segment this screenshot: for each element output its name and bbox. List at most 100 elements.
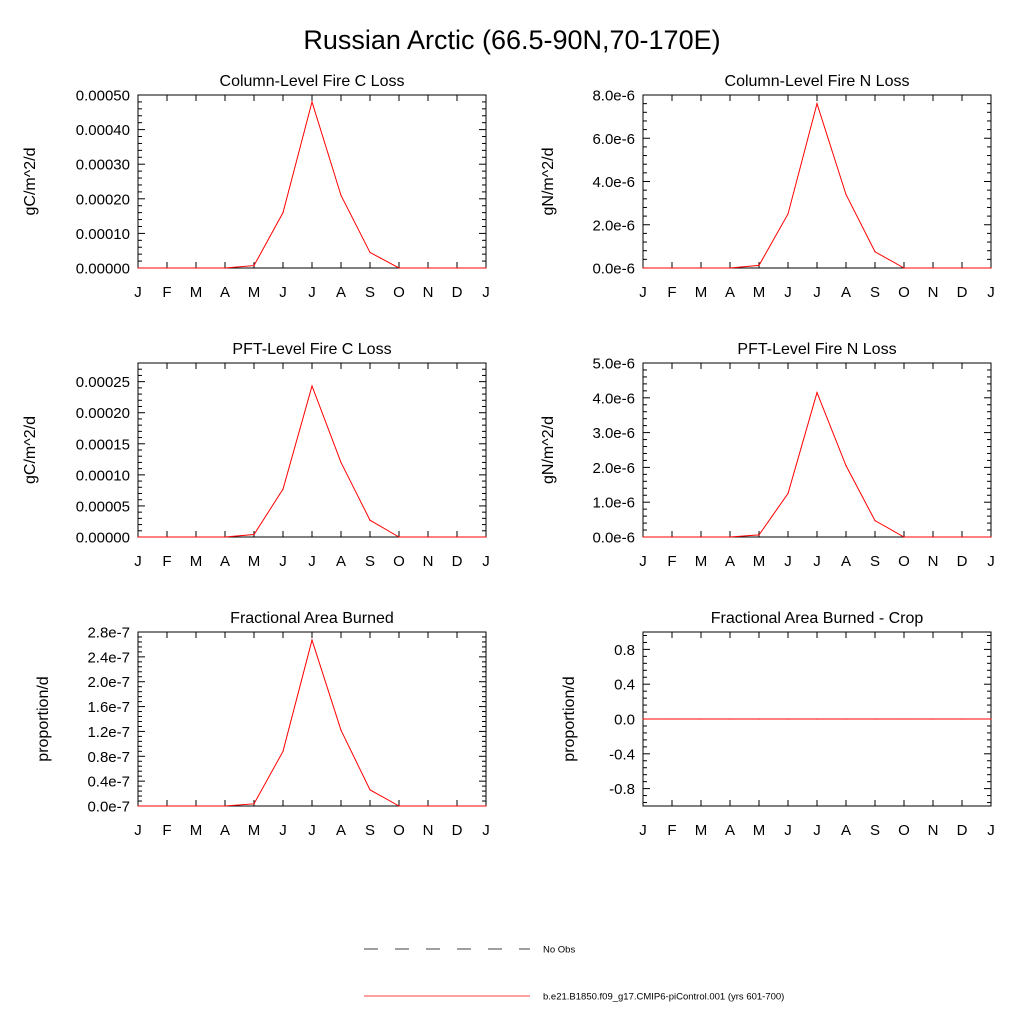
data-point [758, 534, 760, 536]
data-point [642, 718, 644, 720]
y-tick-label: -0.4 [609, 746, 635, 763]
x-tick-label: A [841, 284, 851, 301]
y-tick-label: 0.00010 [76, 226, 130, 243]
data-point [166, 536, 168, 538]
data-point [340, 194, 342, 196]
data-point [874, 718, 876, 720]
figure-title: Russian Arctic (66.5-90N,70-170E) [303, 25, 720, 55]
panel-title: PFT-Level Fire C Loss [232, 341, 391, 358]
data-point [642, 267, 644, 269]
x-tick-label: J [279, 553, 287, 570]
plot-frame [137, 94, 487, 269]
x-tick-label: J [987, 822, 995, 839]
x-tick-label: J [813, 284, 821, 301]
data-point [961, 536, 963, 538]
x-tick-label: M [190, 822, 203, 839]
data-point [427, 267, 429, 269]
y-tick-label: 2.0e-6 [592, 217, 635, 234]
y-axis-label: gC/m^2/d [22, 416, 39, 484]
plot-frame [137, 631, 487, 807]
x-tick-label: D [957, 822, 968, 839]
x-tick-label: A [220, 553, 230, 570]
data-point [253, 264, 255, 267]
panel-title: Fractional Area Burned [230, 610, 394, 627]
x-tick-label: M [695, 822, 708, 839]
x-tick-label: J [134, 822, 142, 839]
data-point [195, 267, 197, 269]
data-point [456, 536, 458, 538]
x-tick-label: M [753, 284, 766, 301]
y-tick-label: 0.0e-7 [87, 799, 130, 816]
y-tick-label: 8.0e-6 [592, 88, 635, 105]
data-point [224, 536, 226, 538]
x-tick-label: M [695, 553, 708, 570]
data-point [398, 267, 400, 269]
x-tick-label: D [957, 284, 968, 301]
data-point [398, 536, 400, 538]
x-tick-label: J [784, 822, 792, 839]
x-tick-label: A [725, 822, 735, 839]
data-point [700, 536, 702, 538]
x-tick-label: J [784, 284, 792, 301]
x-tick-label: F [667, 553, 676, 570]
y-tick-label: 5.0e-6 [592, 356, 635, 373]
data-point [990, 536, 992, 538]
x-tick-label: N [423, 553, 434, 570]
data-point [961, 718, 963, 720]
y-tick-label: 4.0e-6 [592, 174, 635, 191]
y-tick-label: 0.8 [614, 642, 635, 659]
data-point [137, 536, 139, 538]
data-point [816, 391, 818, 394]
data-point [932, 718, 934, 720]
data-point [195, 805, 197, 807]
y-tick-label: 3.0e-6 [592, 425, 635, 442]
y-tick-label: 0.00005 [76, 498, 130, 515]
x-tick-label: D [452, 284, 463, 301]
x-tick-label: S [870, 553, 880, 570]
y-tick-label: 0.00000 [76, 530, 130, 547]
data-point [485, 805, 487, 807]
data-point [166, 267, 168, 269]
data-point [340, 461, 342, 464]
x-tick-label: M [695, 284, 708, 301]
data-point [729, 718, 731, 720]
x-tick-label: J [134, 284, 142, 301]
y-tick-label: 2.4e-7 [87, 649, 130, 666]
legend: No Obs b.e21.B1850.f09_g17.CMIP6-piContr… [364, 945, 784, 1003]
data-point [166, 805, 168, 807]
x-tick-label: N [928, 284, 939, 301]
x-tick-label: S [870, 284, 880, 301]
y-tick-label: 0.0e-6 [592, 261, 635, 278]
x-tick-label: J [279, 822, 287, 839]
x-tick-label: A [841, 553, 851, 570]
x-tick-label: A [220, 822, 230, 839]
x-tick-label: D [452, 553, 463, 570]
data-point [671, 536, 673, 538]
data-point [787, 492, 789, 495]
series-line-0 [643, 101, 991, 269]
x-tick-label: J [482, 553, 490, 570]
y-tick-label: 1.6e-7 [87, 699, 130, 716]
x-tick-label: J [482, 822, 490, 839]
x-tick-label: J [987, 553, 995, 570]
y-tick-label: 0.0e-6 [592, 530, 635, 547]
x-tick-label: J [639, 284, 647, 301]
x-tick-label: D [957, 553, 968, 570]
y-tick-label: 0.00050 [76, 88, 130, 105]
x-tick-label: M [248, 284, 261, 301]
data-point [700, 718, 702, 720]
data-point [427, 805, 429, 807]
x-tick-label: O [898, 284, 910, 301]
panel-title: Column-Level Fire N Loss [725, 73, 910, 90]
x-tick-label: N [423, 822, 434, 839]
y-tick-label: 0.00025 [76, 374, 130, 391]
x-tick-label: M [753, 553, 766, 570]
y-tick-label: 2.8e-7 [87, 625, 130, 642]
x-tick-label: S [365, 284, 375, 301]
y-axis-label: gC/m^2/d [22, 148, 39, 216]
panel-title: PFT-Level Fire N Loss [737, 341, 896, 358]
